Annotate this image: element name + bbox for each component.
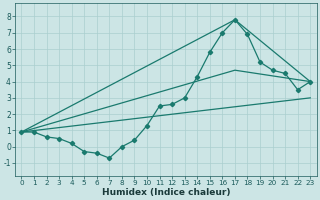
X-axis label: Humidex (Indice chaleur): Humidex (Indice chaleur)	[101, 188, 230, 197]
